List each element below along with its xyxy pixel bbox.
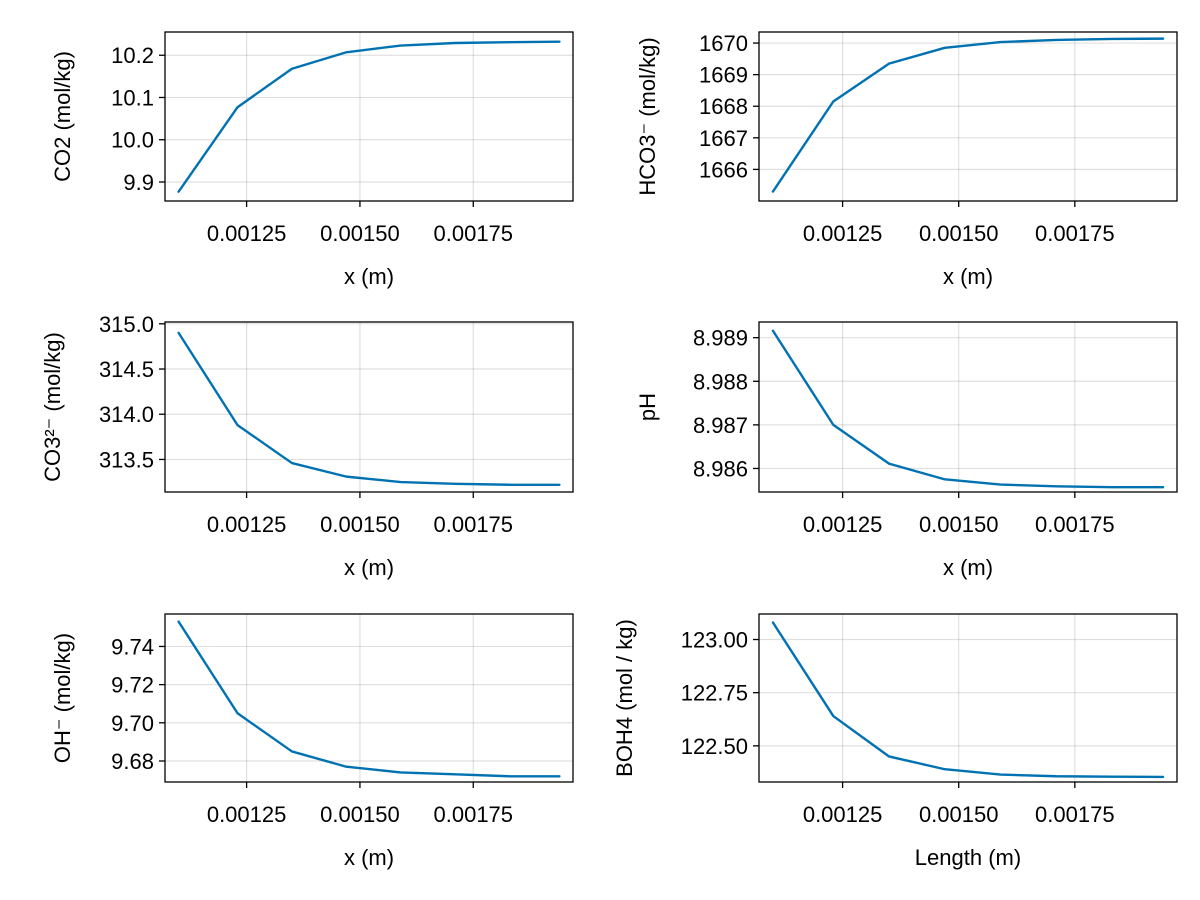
y-axis-label: CO3²⁻ (mol/kg) bbox=[40, 332, 65, 482]
x-tick-label-3: 0.00175 bbox=[1035, 802, 1115, 827]
x-axis-label: x (m) bbox=[943, 555, 993, 580]
x-tick-label-1: 0.00125 bbox=[207, 802, 287, 827]
series-line-1 bbox=[177, 40, 561, 193]
x-tick-label-2: 0.00150 bbox=[320, 512, 400, 537]
plot-frame bbox=[164, 613, 574, 783]
y-tick-label-4: 1669 bbox=[699, 63, 748, 88]
chart-panel-5: 0.00125 0.00150 0.00175 9.68 9.70 9.72 9.74 x (… bbox=[50, 613, 574, 870]
x-tick-label-1: 0.00125 bbox=[803, 512, 883, 537]
y-tick-label-4: 9.74 bbox=[111, 634, 154, 659]
series-line-1 bbox=[177, 620, 561, 778]
y-tick-label-1: 1666 bbox=[699, 157, 748, 182]
plot-frame bbox=[164, 321, 574, 493]
x-tick-label-2: 0.00150 bbox=[320, 221, 400, 246]
series-line-1 bbox=[771, 37, 1165, 193]
y-tick-label-1: 9.68 bbox=[111, 749, 154, 774]
chart-panel-3: 0.00125 0.00150 0.00175 313.5 314.0 314.5 315.… bbox=[40, 312, 574, 580]
y-tick-label-2: 122.75 bbox=[681, 681, 748, 706]
x-tick-label-1: 0.00125 bbox=[207, 512, 287, 537]
y-axis-label: HCO3⁻ (mol/kg) bbox=[635, 37, 660, 195]
y-axis-label: OH⁻ (mol/kg) bbox=[50, 633, 75, 763]
x-axis-label: x (m) bbox=[344, 845, 394, 870]
chart-panel-6: 0.00125 0.00150 0.00175 122.50 122.75 123.00 L… bbox=[612, 613, 1178, 870]
x-tick-label-3: 0.00175 bbox=[1035, 221, 1115, 246]
chart-panel-4: 0.00125 0.00150 0.00175 8.986 8.987 8.988 8.98… bbox=[635, 321, 1178, 580]
x-axis-label: x (m) bbox=[344, 264, 394, 289]
plot-frame bbox=[758, 613, 1178, 783]
y-tick-label-3: 123.00 bbox=[681, 628, 748, 653]
y-tick-label-2: 314.0 bbox=[99, 402, 154, 427]
y-tick-label-3: 9.72 bbox=[111, 673, 154, 698]
y-tick-label-1: 9.9 bbox=[123, 170, 154, 195]
x-tick-label-1: 0.00125 bbox=[207, 221, 287, 246]
y-tick-label-4: 8.989 bbox=[693, 326, 748, 351]
plot-frame bbox=[164, 31, 574, 202]
y-tick-label-2: 1667 bbox=[699, 126, 748, 151]
y-axis-label: CO2 (mol/kg) bbox=[50, 51, 75, 182]
series-line-1 bbox=[771, 621, 1165, 779]
y-tick-label-1: 313.5 bbox=[99, 447, 154, 472]
y-axis-label: pH bbox=[635, 393, 660, 421]
x-tick-label-2: 0.00150 bbox=[919, 512, 999, 537]
x-tick-label-2: 0.00150 bbox=[320, 802, 400, 827]
x-tick-label-3: 0.00175 bbox=[434, 221, 514, 246]
y-tick-label-1: 8.986 bbox=[693, 456, 748, 481]
y-tick-label-4: 315.0 bbox=[99, 312, 154, 337]
y-tick-label-3: 10.1 bbox=[111, 85, 154, 110]
y-tick-label-2: 8.987 bbox=[693, 413, 748, 438]
x-tick-label-2: 0.00150 bbox=[919, 221, 999, 246]
y-tick-label-2: 10.0 bbox=[111, 128, 154, 153]
x-tick-label-1: 0.00125 bbox=[803, 221, 883, 246]
x-tick-label-3: 0.00175 bbox=[434, 802, 514, 827]
x-tick-label-2: 0.00150 bbox=[919, 802, 999, 827]
plot-frame bbox=[758, 321, 1178, 493]
series-line-1 bbox=[771, 329, 1165, 489]
chart-panel-1: 0.00125 0.00150 0.00175 9.9 10.0 10.1 10.2 x (m… bbox=[50, 31, 574, 289]
x-tick-label-3: 0.00175 bbox=[434, 512, 514, 537]
y-tick-label-4: 10.2 bbox=[111, 43, 154, 68]
y-tick-label-3: 1668 bbox=[699, 94, 748, 119]
plot-frame bbox=[758, 31, 1178, 202]
y-tick-label-2: 9.70 bbox=[111, 711, 154, 736]
x-axis-label: x (m) bbox=[943, 264, 993, 289]
y-tick-label-5: 1670 bbox=[699, 31, 748, 56]
y-tick-label-1: 122.50 bbox=[681, 734, 748, 759]
series-line-1 bbox=[177, 331, 561, 486]
x-tick-label-1: 0.00125 bbox=[803, 802, 883, 827]
y-tick-label-3: 314.5 bbox=[99, 357, 154, 382]
x-axis-label: x (m) bbox=[344, 555, 394, 580]
x-axis-label: Length (m) bbox=[915, 845, 1021, 870]
y-axis-label: BOH4 (mol / kg) bbox=[612, 619, 637, 777]
x-tick-label-3: 0.00175 bbox=[1035, 512, 1115, 537]
chart-panel-2: 0.00125 0.00150 0.00175 1666 1667 1668 1669 167… bbox=[635, 31, 1178, 289]
y-tick-label-3: 8.988 bbox=[693, 369, 748, 394]
